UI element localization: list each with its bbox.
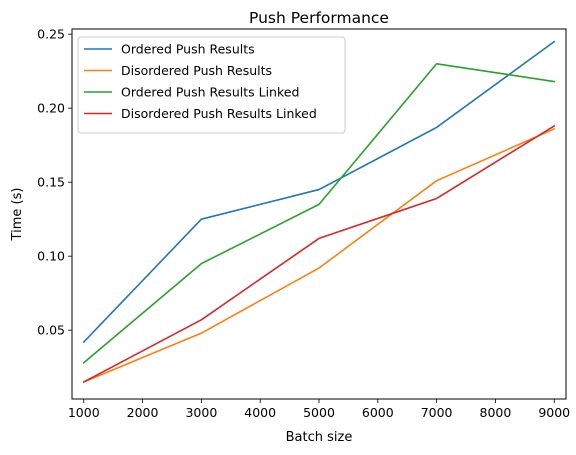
legend-label-1: Disordered Push Results: [121, 63, 272, 78]
y-axis-ticks: 0.05 0.10 0.15 0.20 0.25: [37, 27, 72, 338]
y-tick-label: 0.15: [37, 175, 65, 190]
y-axis-label: Time (s): [10, 188, 25, 242]
legend: Ordered Push Results Disordered Push Resu…: [77, 36, 346, 134]
x-tick-label: 3000: [185, 405, 217, 420]
y-tick-label: 0.05: [37, 323, 65, 338]
x-tick-label: 4000: [244, 405, 276, 420]
series-line-2: [82, 62, 556, 364]
x-tick-label: 7000: [421, 405, 453, 420]
x-axis-label: Batch size: [286, 430, 353, 445]
x-tick-label: 9000: [538, 405, 570, 420]
y-tick-label: 0.10: [37, 249, 65, 264]
series-line-0: [82, 40, 556, 344]
series-line-1: [82, 127, 556, 384]
series-line-3: [82, 124, 556, 384]
x-tick-label: 5000: [303, 405, 335, 420]
x-tick-label: 8000: [480, 405, 512, 420]
y-tick-label: 0.20: [37, 101, 65, 116]
x-axis-ticks: 1000 2000 3000 4000 5000 6000 7000 8000 9000: [68, 399, 570, 420]
legend-label-2: Ordered Push Results Linked: [121, 85, 299, 100]
x-tick-label: 6000: [362, 405, 394, 420]
chart-title: Push Performance: [249, 9, 389, 27]
plot-series-group: [82, 40, 556, 384]
y-tick-label: 0.25: [37, 27, 65, 42]
legend-label-0: Ordered Push Results: [121, 42, 255, 57]
legend-label-3: Disordered Push Results Linked: [121, 106, 317, 121]
legend-box: [77, 36, 346, 134]
x-tick-label: 2000: [127, 405, 159, 420]
x-tick-label: 1000: [68, 405, 100, 420]
